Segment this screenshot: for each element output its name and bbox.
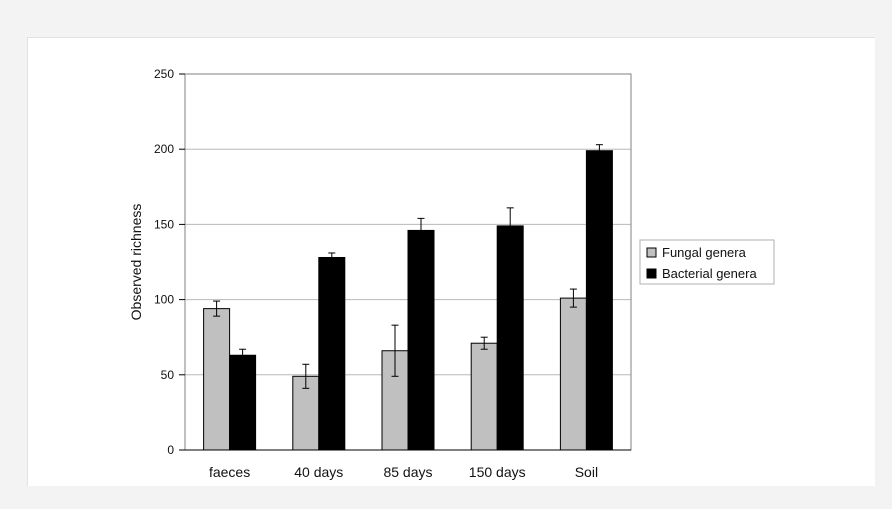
legend-label: Bacterial genera — [662, 266, 757, 281]
bar — [318, 256, 346, 451]
legend-items: Fungal genera Bacterial genera — [646, 245, 757, 281]
y-tick-label: 150 — [154, 217, 174, 231]
bars — [203, 150, 613, 451]
x-tick-label: 85 days — [383, 464, 432, 480]
y-tick-label: 250 — [154, 67, 174, 81]
x-tick-label: 150 days — [469, 464, 526, 480]
y-axis-label: Observed richness — [128, 204, 144, 321]
x-tick-label: 40 days — [294, 464, 343, 480]
x-tick-label: faeces — [209, 464, 250, 480]
bar-chart: 0 50 100 150 200 250 faeces 40 days 85 days 150 d… — [128, 67, 775, 480]
error-bars — [213, 144, 603, 389]
legend-swatch — [646, 247, 657, 258]
bar — [407, 229, 435, 451]
y-tick-label: 100 — [154, 293, 174, 307]
legend-swatch — [646, 268, 657, 279]
bar — [229, 354, 257, 451]
bar — [559, 297, 587, 451]
bar — [496, 225, 524, 451]
axes: 0 50 100 150 200 250 faeces 40 days 85 days 150 d… — [154, 67, 631, 480]
legend-label: Fungal genera — [662, 245, 747, 260]
legend-box — [639, 239, 775, 285]
y-tick-label: 200 — [154, 142, 174, 156]
bar — [203, 308, 231, 451]
y-tick-label: 50 — [161, 368, 175, 382]
y-tick-label: 0 — [167, 443, 174, 457]
chart-frame: 0 50 100 150 200 250 faeces 40 days 85 days 150 d… — [27, 37, 875, 486]
bar — [585, 150, 613, 451]
bar — [470, 342, 498, 451]
legend: Fungal genera Bacterial genera — [639, 239, 775, 285]
x-tick-label: Soil — [575, 464, 598, 480]
